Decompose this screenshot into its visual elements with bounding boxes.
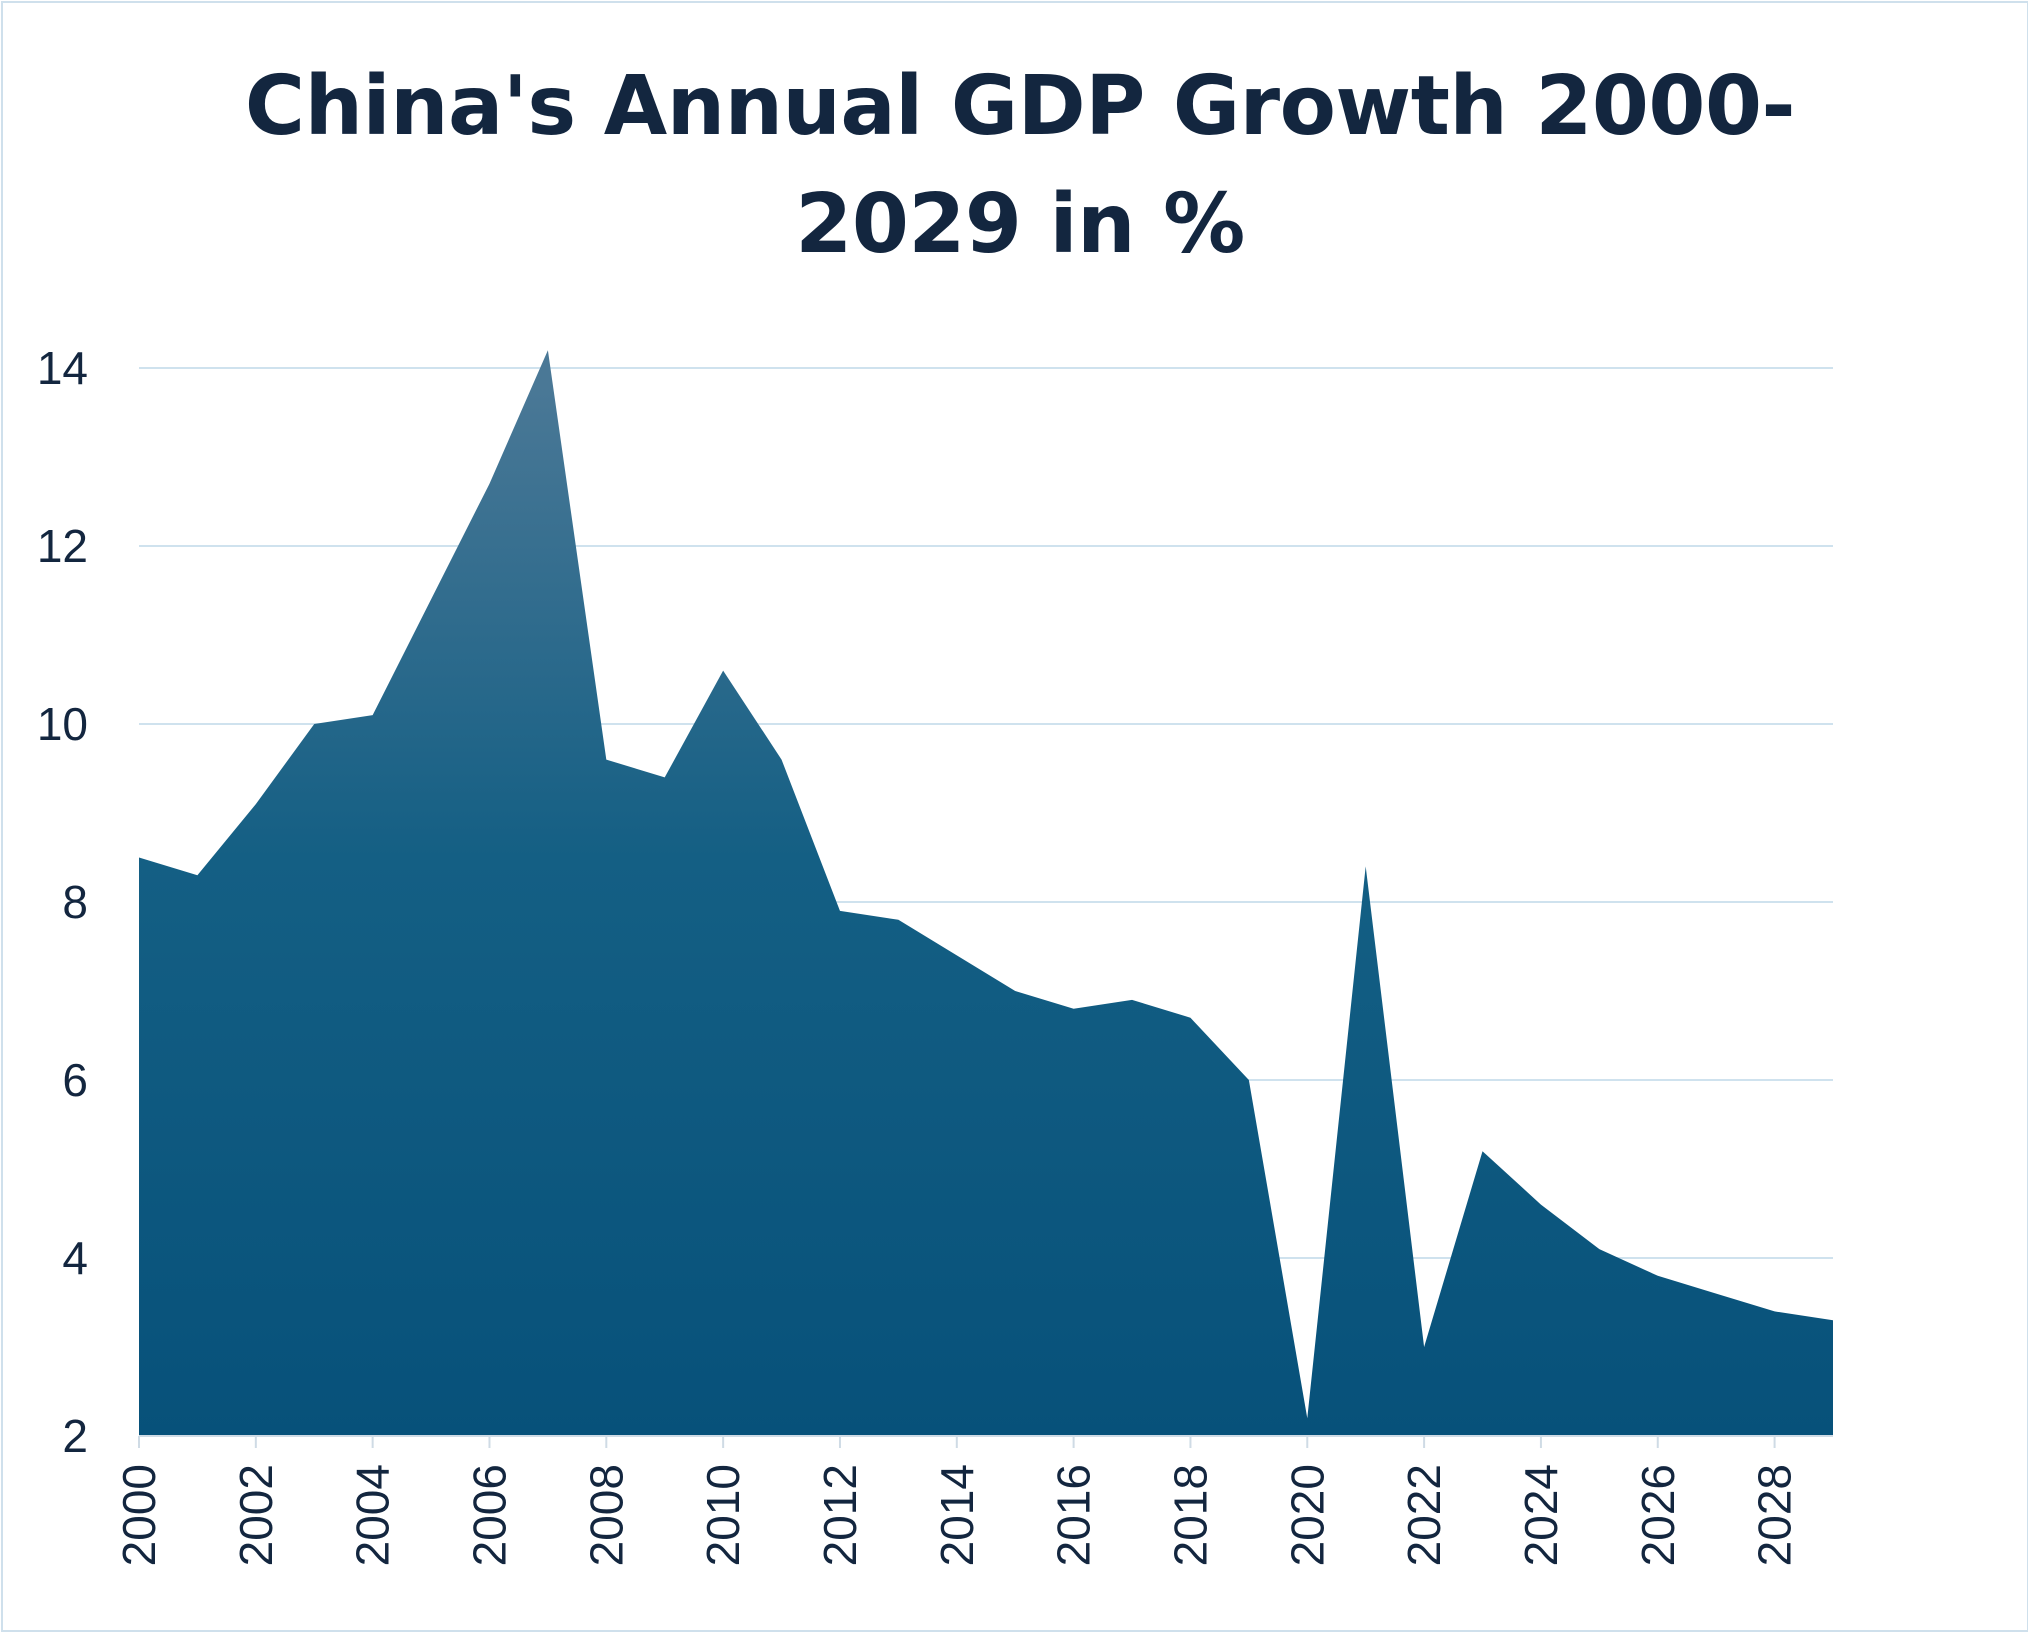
area-series bbox=[139, 350, 1833, 1437]
x-tick-label-2020: 2020 bbox=[1281, 1464, 1333, 1566]
x-tick-label-2018: 2018 bbox=[1164, 1464, 1216, 1566]
y-tick-label-10: 10 bbox=[37, 698, 88, 750]
x-tick-label-2000: 2000 bbox=[113, 1464, 165, 1566]
x-tick-label-2014: 2014 bbox=[931, 1464, 983, 1566]
area-series-path bbox=[139, 350, 1833, 1437]
y-axis-ticks: 2 4 6 8 10 12 14 bbox=[37, 342, 88, 1462]
x-tick-label-2008: 2008 bbox=[580, 1464, 632, 1566]
x-tick-label-2016: 2016 bbox=[1048, 1464, 1100, 1566]
x-axis bbox=[138, 1435, 1833, 1448]
x-tick-label-2010: 2010 bbox=[697, 1464, 749, 1566]
y-tick-label-2: 2 bbox=[62, 1410, 88, 1462]
x-tick-label-2026: 2026 bbox=[1632, 1464, 1684, 1566]
x-tick-label-2022: 2022 bbox=[1398, 1464, 1450, 1566]
y-tick-label-8: 8 bbox=[62, 876, 88, 928]
y-tick-label-4: 4 bbox=[62, 1232, 88, 1284]
x-tick-label-2002: 2002 bbox=[230, 1464, 282, 1566]
x-tick-label-2024: 2024 bbox=[1515, 1464, 1567, 1566]
x-tick-label-2004: 2004 bbox=[347, 1464, 399, 1566]
x-axis-ticks: 2000 2002 2004 2006 2008 2010 2012 2014 2016 2018… bbox=[113, 1464, 1801, 1566]
x-tick-label-2028: 2028 bbox=[1749, 1464, 1801, 1566]
chart-title: China's Annual GDP Growth 2000-2029 in % bbox=[244, 59, 1796, 272]
x-tick-label-2012: 2012 bbox=[814, 1464, 866, 1566]
y-tick-label-6: 6 bbox=[62, 1054, 88, 1106]
x-tick-label-2006: 2006 bbox=[463, 1464, 515, 1566]
y-tick-label-14: 14 bbox=[37, 342, 88, 394]
y-tick-label-12: 12 bbox=[37, 520, 88, 572]
